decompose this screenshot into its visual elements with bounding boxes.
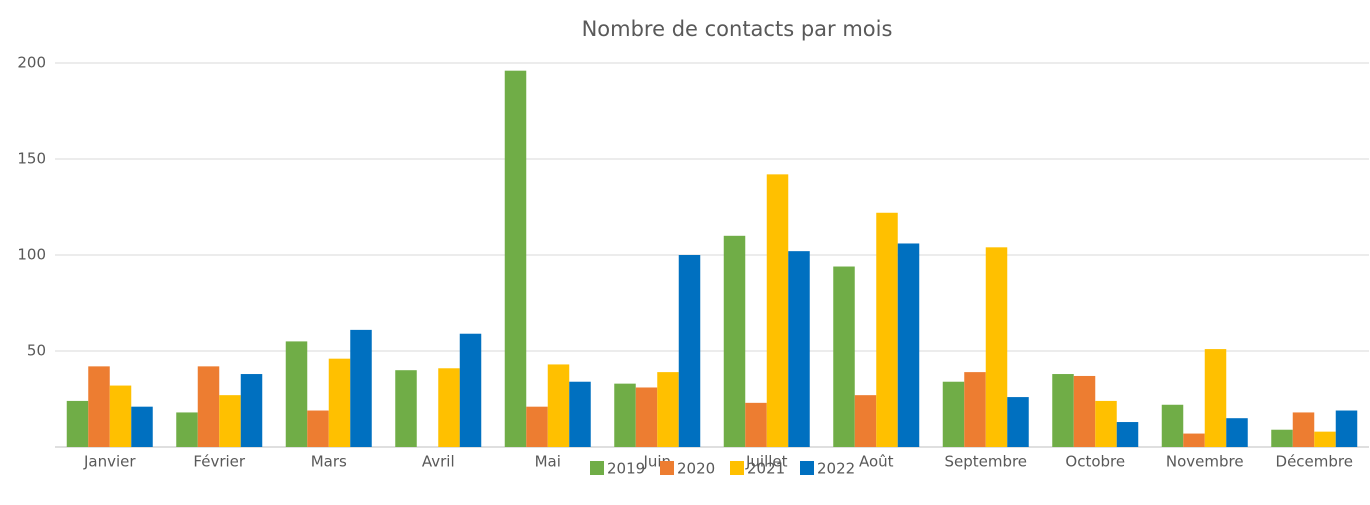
legend-swatch bbox=[590, 461, 604, 475]
bar bbox=[176, 412, 198, 447]
bar bbox=[328, 358, 351, 447]
y-tick-label: 50 bbox=[27, 342, 46, 360]
bar bbox=[897, 243, 920, 447]
x-tick-label: Décembre bbox=[1276, 453, 1353, 471]
bar bbox=[88, 366, 110, 447]
legend-swatch bbox=[660, 461, 674, 475]
bar bbox=[1073, 375, 1096, 447]
bar bbox=[395, 370, 417, 447]
bar bbox=[219, 395, 241, 447]
bar bbox=[614, 383, 636, 447]
bar bbox=[459, 333, 482, 447]
bar bbox=[964, 372, 986, 447]
bar bbox=[723, 235, 746, 447]
bar bbox=[876, 212, 898, 447]
bar bbox=[1095, 400, 1117, 447]
bar bbox=[547, 364, 570, 447]
bar bbox=[635, 387, 658, 447]
bar bbox=[766, 174, 789, 448]
bar bbox=[657, 372, 679, 447]
bar bbox=[285, 341, 308, 447]
bar bbox=[109, 385, 132, 447]
legend-label: 2019 bbox=[607, 460, 645, 478]
bar bbox=[854, 395, 877, 447]
x-tick-label: Février bbox=[193, 453, 245, 471]
x-tick-label: Octobre bbox=[1065, 453, 1125, 471]
bar bbox=[678, 255, 701, 447]
bar bbox=[1271, 429, 1293, 447]
bar bbox=[1183, 433, 1205, 447]
bar bbox=[1226, 418, 1248, 447]
x-tick-label: Juillet bbox=[745, 453, 788, 471]
y-tick-label: 100 bbox=[17, 246, 46, 264]
bar bbox=[985, 247, 1008, 447]
legend-swatch bbox=[800, 461, 814, 475]
x-tick-label: Janvier bbox=[83, 453, 136, 471]
x-tick-label: Septembre bbox=[944, 453, 1027, 471]
legend-label: 2022 bbox=[817, 460, 855, 478]
bar bbox=[1335, 410, 1358, 447]
bar bbox=[1161, 404, 1184, 447]
bar bbox=[131, 406, 153, 447]
bar bbox=[307, 410, 329, 447]
bar bbox=[569, 381, 591, 447]
bar bbox=[350, 329, 372, 447]
legend-label: 2020 bbox=[677, 460, 715, 478]
bar bbox=[1052, 374, 1074, 447]
chart-title: Nombre de contacts par mois bbox=[582, 17, 893, 41]
bar bbox=[833, 266, 855, 447]
bar bbox=[197, 366, 220, 447]
bar bbox=[1007, 397, 1029, 447]
x-tick-label: Mars bbox=[311, 453, 347, 471]
legend-label: 2021 bbox=[747, 460, 785, 478]
y-tick-label: 200 bbox=[17, 54, 46, 72]
legend-swatch bbox=[730, 461, 744, 475]
bar bbox=[1314, 431, 1336, 447]
bar bbox=[1292, 412, 1315, 447]
bar bbox=[788, 251, 810, 447]
y-tick-label: 150 bbox=[17, 150, 46, 168]
bar bbox=[745, 402, 767, 447]
x-tick-label: Août bbox=[859, 453, 894, 471]
bar bbox=[1116, 422, 1139, 447]
bar bbox=[504, 70, 527, 448]
bar bbox=[66, 400, 89, 447]
bar bbox=[438, 368, 460, 447]
bar bbox=[1204, 349, 1227, 447]
bar bbox=[942, 381, 965, 447]
bar bbox=[240, 374, 263, 447]
bar bbox=[526, 406, 548, 447]
x-tick-label: Novembre bbox=[1166, 453, 1244, 471]
x-tick-label: Avril bbox=[422, 453, 455, 471]
x-tick-label: Mai bbox=[535, 453, 561, 471]
